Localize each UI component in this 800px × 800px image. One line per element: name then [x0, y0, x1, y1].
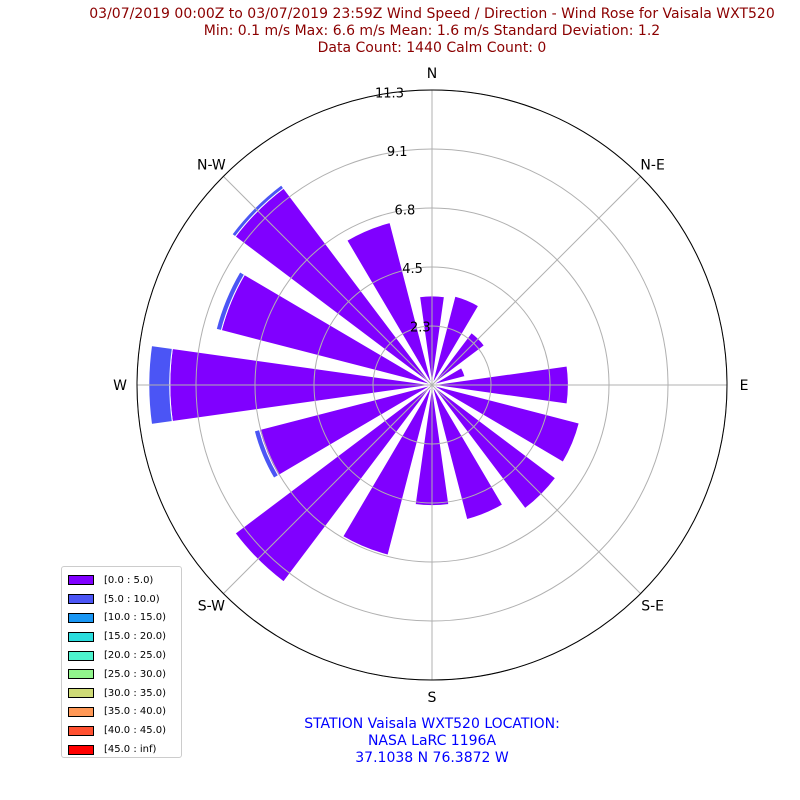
bar-nw-series-1 [231, 184, 285, 238]
station-line-3: 37.1038 N 76.3872 W [355, 750, 509, 766]
direction-label-e: E [740, 378, 749, 394]
radial-tick-label-3: 9.1 [387, 145, 408, 160]
legend-label: [30.0 : 35.0) [104, 687, 167, 699]
direction-label-s-w: S-W [198, 599, 225, 615]
legend-item: [5.0 : 10.0) [68, 590, 181, 609]
legend-item: [35.0 : 40.0) [68, 703, 181, 722]
direction-label-w: W [113, 378, 127, 394]
angular-grid-line-45 [431, 176, 641, 386]
direction-label-n-w: N-W [197, 157, 226, 173]
angular-grid-line-135 [431, 384, 641, 594]
bar-nne-series-0 [431, 295, 480, 386]
bar-sse-series-0 [431, 384, 504, 521]
bar-nnw-series-0 [346, 221, 433, 386]
chart-title-line-2: Min: 0.1 m/s Max: 6.6 m/s Mean: 1.6 m/s … [203, 23, 661, 39]
legend-label: [35.0 : 40.0) [104, 706, 167, 718]
direction-label-n: N [427, 66, 437, 82]
legend-label: [25.0 : 30.0) [104, 668, 167, 680]
bar-ssw-series-0 [342, 384, 433, 556]
legend-item: [10.0 : 15.0) [68, 609, 181, 628]
legend-swatch [68, 706, 94, 717]
radial-tick-label-1: 4.5 [402, 262, 423, 277]
chart-title-line-3: Data Count: 1440 Calm Count: 0 [317, 40, 547, 56]
legend-swatch [68, 631, 94, 642]
speed-legend: [0.0 : 5.0) [5.0 : 10.0) [10.0 : 15.0) [15.… [61, 566, 182, 758]
radial-tick-label-2: 6.8 [395, 204, 416, 219]
legend-label: [10.0 : 15.0) [104, 612, 167, 624]
legend-swatch [68, 575, 94, 586]
legend-item: [0.0 : 5.0) [68, 571, 181, 590]
station-line-2: NASA LaRC 1196A [367, 733, 497, 749]
legend-swatch [68, 669, 94, 680]
radial-tick-label-4: 11.3 [375, 87, 404, 102]
legend-label: [0.0 : 5.0) [104, 574, 154, 586]
legend-swatch [68, 612, 94, 623]
legend-item: [20.0 : 25.0) [68, 646, 181, 665]
station-line-1: STATION Vaisala WXT520 LOCATION: [304, 716, 560, 732]
legend-label: [20.0 : 25.0) [104, 650, 167, 662]
legend-item: [40.0 : 45.0) [68, 721, 181, 740]
direction-label-n-e: N-E [640, 157, 664, 173]
legend-label: [5.0 : 10.0) [104, 593, 160, 605]
legend-item: [45.0 : inf) [68, 740, 181, 759]
legend-swatch [68, 594, 94, 605]
bar-wnw-series-1 [215, 271, 246, 332]
chart-title-line-1: 03/07/2019 00:00Z to 03/07/2019 23:59Z W… [89, 6, 775, 22]
direction-label-s-e: S-E [641, 599, 664, 615]
direction-label-s: S [428, 690, 437, 706]
legend-swatch [68, 744, 94, 755]
bar-wsw-series-1 [253, 429, 280, 479]
legend-label: [15.0 : 20.0) [104, 631, 167, 643]
radial-tick-label-0: 2.3 [410, 321, 431, 336]
angular-grid-line-225 [223, 384, 433, 594]
legend-swatch [68, 688, 94, 699]
legend-item: [25.0 : 30.0) [68, 665, 181, 684]
polar-frame [136, 89, 728, 681]
legend-swatch [68, 725, 94, 736]
legend-item: [30.0 : 35.0) [68, 684, 181, 703]
bar-ene-series-0 [431, 367, 466, 386]
legend-swatch [68, 650, 94, 661]
bar-ese-series-0 [431, 384, 580, 463]
angular-grid-line-315 [223, 176, 433, 386]
legend-label: [40.0 : 45.0) [104, 725, 167, 737]
legend-label: [45.0 : inf) [104, 744, 157, 756]
legend-item: [15.0 : 20.0) [68, 627, 181, 646]
